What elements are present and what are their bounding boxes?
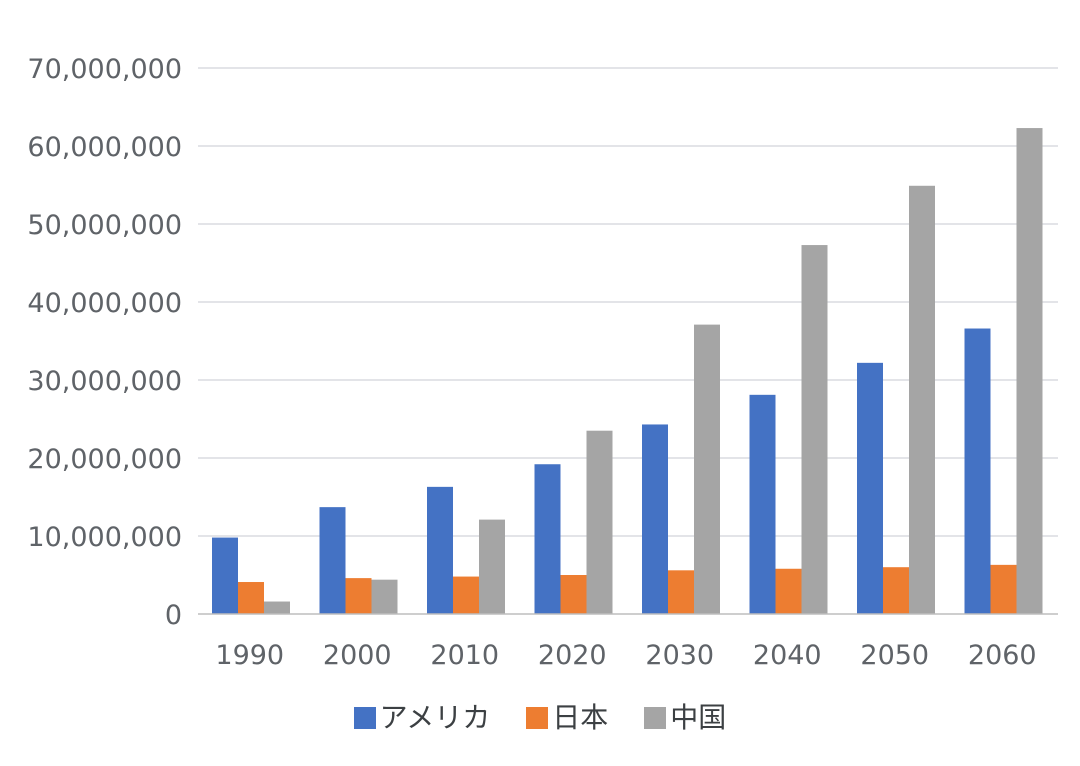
bar-usa-2050 <box>857 362 883 614</box>
y-tick-label: 50,000,000 <box>27 210 182 241</box>
x-tick-label: 2030 <box>645 640 714 671</box>
legend-swatch-china <box>644 707 667 729</box>
legend-label-usa: アメリカ <box>379 701 491 734</box>
legend-item-usa[interactable]: アメリカ <box>353 701 491 734</box>
bar-japan-2050 <box>883 567 909 614</box>
y-tick-label: 60,000,000 <box>27 132 182 163</box>
bar-china-2020 <box>586 430 613 614</box>
x-tick-label: 1990 <box>215 640 284 671</box>
bar-usa-2020 <box>534 464 561 614</box>
x-tick-label: 2020 <box>538 640 607 671</box>
bar-china-2000 <box>371 579 398 614</box>
bar-china-2040 <box>801 245 828 614</box>
bar-usa-2060 <box>964 328 991 614</box>
legend-swatch-usa <box>353 707 376 729</box>
x-tick-label: 2010 <box>430 640 499 671</box>
x-tick-label: 2060 <box>968 640 1037 671</box>
legend-item-china[interactable]: 中国 <box>644 704 726 732</box>
y-tick-label: 0 <box>165 600 182 631</box>
y-tick-label: 20,000,000 <box>27 444 182 475</box>
bar-japan-2030 <box>668 570 694 614</box>
x-tick-label: 2050 <box>860 640 929 671</box>
legend-swatch-japan <box>526 707 549 729</box>
bar-japan-2060 <box>990 564 1017 614</box>
bar-usa-2030 <box>642 424 668 614</box>
bar-china-2060 <box>1016 128 1043 614</box>
x-tick-label: 2040 <box>753 640 822 671</box>
y-tick-label: 10,000,000 <box>27 522 182 553</box>
legend: アメリカ 日本 中国 <box>0 704 1080 732</box>
bar-japan-2040 <box>775 568 802 614</box>
legend-item-japan[interactable]: 日本 <box>526 704 608 732</box>
bar-china-2050 <box>909 185 935 614</box>
bar-china-1990 <box>264 601 290 614</box>
x-tick-label: 2000 <box>323 640 392 671</box>
y-tick-label: 40,000,000 <box>27 288 182 319</box>
bar-japan-2010 <box>453 576 479 614</box>
bar-usa-2000 <box>319 507 346 614</box>
bar-china-2030 <box>694 324 720 614</box>
legend-label-china: 中国 <box>670 701 727 734</box>
bar-usa-2040 <box>749 394 776 614</box>
y-tick-label: 70,000,000 <box>27 54 182 85</box>
bar-china-2010 <box>479 519 505 614</box>
y-tick-label: 30,000,000 <box>27 366 182 397</box>
bar-usa-2010 <box>427 486 453 614</box>
legend-label-japan: 日本 <box>552 701 609 734</box>
bar-usa-1990 <box>212 537 238 614</box>
bar-japan-2000 <box>345 578 372 614</box>
bar-japan-2020 <box>560 575 587 614</box>
bar-japan-1990 <box>238 582 264 614</box>
bar-chart: 0 10,000,000 20,000,000 30,000,000 40,000,00… <box>27 54 1058 671</box>
